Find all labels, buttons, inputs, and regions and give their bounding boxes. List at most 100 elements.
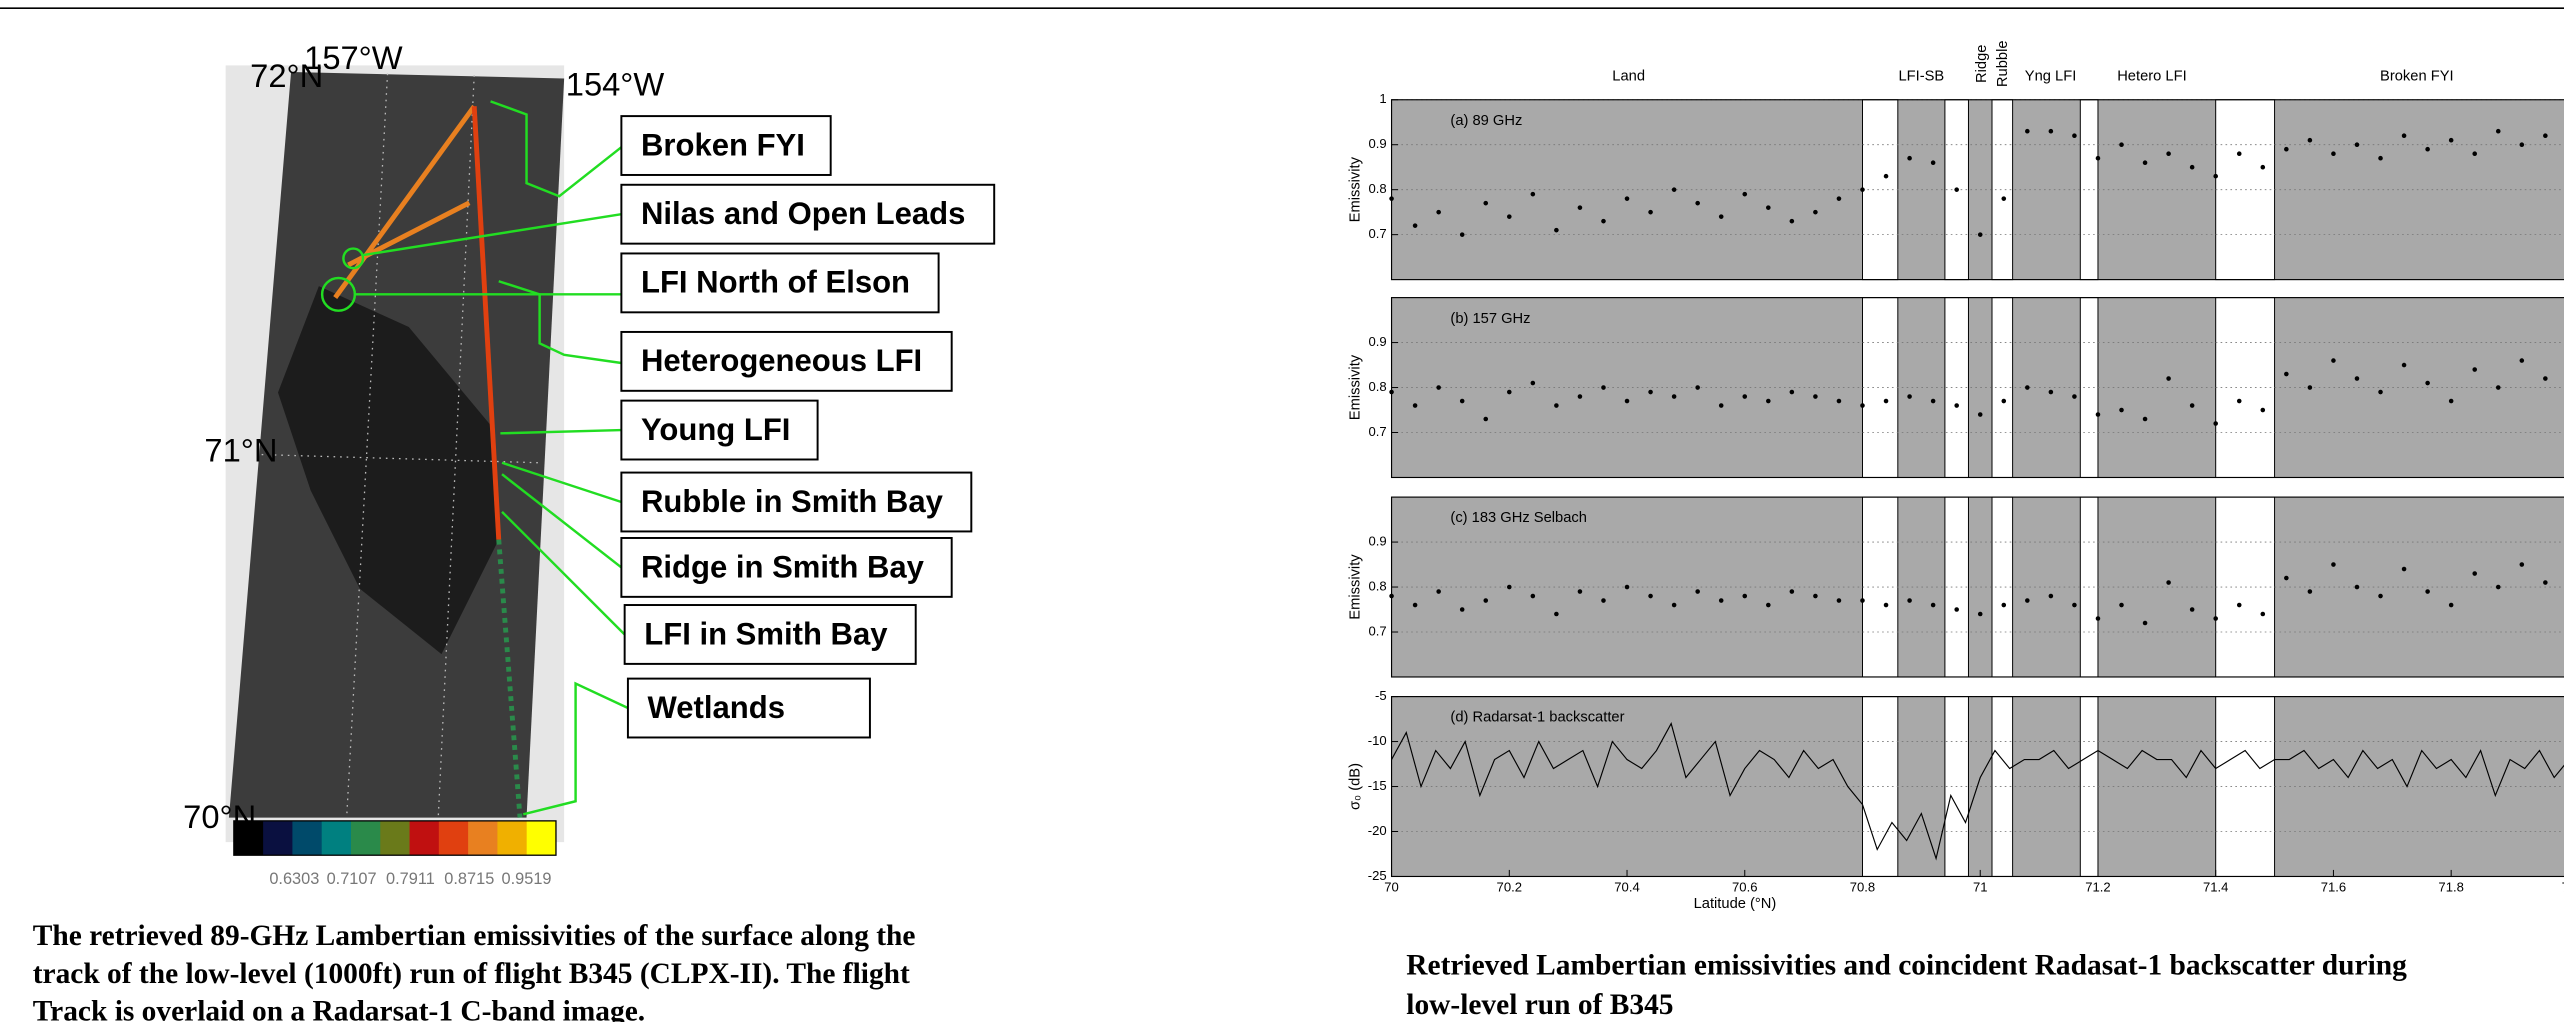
class-label: Heterogeneous LFI xyxy=(641,343,922,378)
water xyxy=(277,286,499,655)
y-tick-label: 0.9 xyxy=(1368,534,1386,549)
colorbar-ticks: 0.6303 0.7107 0.7911 0.8715 0.9519 xyxy=(269,870,551,888)
point xyxy=(1907,394,1912,399)
point xyxy=(2331,358,2336,363)
class-label: Young LFI xyxy=(641,412,790,447)
colorbar-swatch xyxy=(380,820,411,856)
y-tick-label: 0.9 xyxy=(1368,334,1386,349)
point xyxy=(1577,205,1583,210)
point xyxy=(1671,602,1677,608)
point xyxy=(2025,598,2030,603)
point xyxy=(1507,389,1512,395)
point xyxy=(1389,196,1394,201)
point xyxy=(2354,142,2360,148)
class-labels: Broken FYI Nilas and Open Leads LFI North … xyxy=(620,115,996,739)
point xyxy=(2095,412,2101,417)
y-tick-label: 1 xyxy=(1379,91,1386,106)
point xyxy=(1742,191,1748,197)
point xyxy=(2260,164,2266,170)
point xyxy=(1601,598,1606,603)
y-tick-label: -15 xyxy=(1368,778,1387,793)
point xyxy=(1624,584,1630,590)
class-label: Wetlands xyxy=(648,690,785,725)
colorbar-swatch xyxy=(409,820,440,856)
point xyxy=(2448,137,2454,143)
point xyxy=(1813,394,1818,399)
point xyxy=(2378,389,2383,395)
point xyxy=(1695,200,1700,206)
y-tick-label: -25 xyxy=(1368,868,1387,883)
point xyxy=(2048,389,2054,395)
point xyxy=(2260,407,2266,413)
point xyxy=(1695,385,1700,390)
point xyxy=(2401,566,2407,572)
point xyxy=(2213,616,2218,621)
class-box xyxy=(620,115,832,176)
colorbar-swatch xyxy=(321,820,352,856)
class-label: Ridge in Smith Bay xyxy=(641,549,925,584)
point xyxy=(1483,416,1489,422)
point xyxy=(2072,394,2077,399)
colorbar-swatch xyxy=(438,820,469,856)
point xyxy=(2072,133,2077,139)
lon-label: 154°W xyxy=(566,65,665,102)
y-tick-label: 0.7 xyxy=(1368,424,1386,439)
point xyxy=(2213,173,2218,179)
point xyxy=(2425,380,2430,386)
point xyxy=(1836,196,1842,201)
figure: 0.7 0.8 0.9 1 (a) 89 GHz Emissivity 0.7 0.8 0.9 (… xyxy=(1347,91,2564,912)
x-tick-label: 71.6 xyxy=(2321,879,2346,894)
point xyxy=(1459,607,1465,612)
lat-label: 71°N xyxy=(204,432,277,469)
point xyxy=(1954,607,1959,612)
point xyxy=(1718,214,1724,219)
y-tick-label: 0.8 xyxy=(1368,578,1386,593)
point xyxy=(2519,358,2525,363)
point xyxy=(1742,593,1748,599)
colorbar-tick: 0.9519 xyxy=(502,870,552,888)
y-tick-label: 0.8 xyxy=(1368,379,1386,394)
point xyxy=(2142,416,2148,422)
class-box xyxy=(623,604,917,665)
point xyxy=(2307,589,2313,594)
point xyxy=(2472,367,2478,372)
point xyxy=(1789,389,1795,395)
panel-frame xyxy=(1390,297,2564,479)
point xyxy=(1742,394,1748,399)
colorbar-swatch xyxy=(468,820,498,856)
point xyxy=(1860,187,1865,192)
x-tick-label: 71.4 xyxy=(2203,879,2228,894)
panel-title: (c) 183 GHz Selbach xyxy=(1450,510,1586,526)
point xyxy=(1930,398,1936,404)
y-tick-label: 0.7 xyxy=(1368,623,1386,638)
y-axis-label: Emissivity xyxy=(1347,156,1363,222)
point xyxy=(1624,398,1630,404)
point xyxy=(1577,394,1583,399)
point xyxy=(1718,403,1724,408)
caption: Retrieved Lambertian emissivities and co… xyxy=(1406,950,2407,982)
colorbar-swatch xyxy=(233,820,264,856)
point xyxy=(2048,128,2054,134)
x-tick-label: 70 xyxy=(1384,879,1399,894)
colorbar-swatch xyxy=(292,820,323,856)
point xyxy=(1883,398,1889,404)
panel-title: (a) 89 GHz xyxy=(1450,113,1522,129)
class-box xyxy=(620,536,953,598)
class-box xyxy=(620,399,819,461)
point xyxy=(2543,133,2548,139)
colorbar-tick: 0.6303 xyxy=(269,870,319,888)
point xyxy=(2260,611,2266,617)
point xyxy=(2401,362,2407,368)
point xyxy=(2331,562,2336,567)
point xyxy=(2307,385,2313,390)
point xyxy=(2189,164,2195,170)
y-axis-label: Emissivity xyxy=(1347,354,1363,420)
point xyxy=(2519,562,2525,567)
y-axis-label: σ₀ (dB) xyxy=(1347,763,1363,810)
point xyxy=(2495,385,2501,390)
colorbar xyxy=(233,820,557,856)
x-tick-label: 71 xyxy=(1973,879,1988,894)
point xyxy=(1554,227,1559,233)
class-label: Broken FYI xyxy=(641,127,805,162)
point xyxy=(1860,403,1865,408)
